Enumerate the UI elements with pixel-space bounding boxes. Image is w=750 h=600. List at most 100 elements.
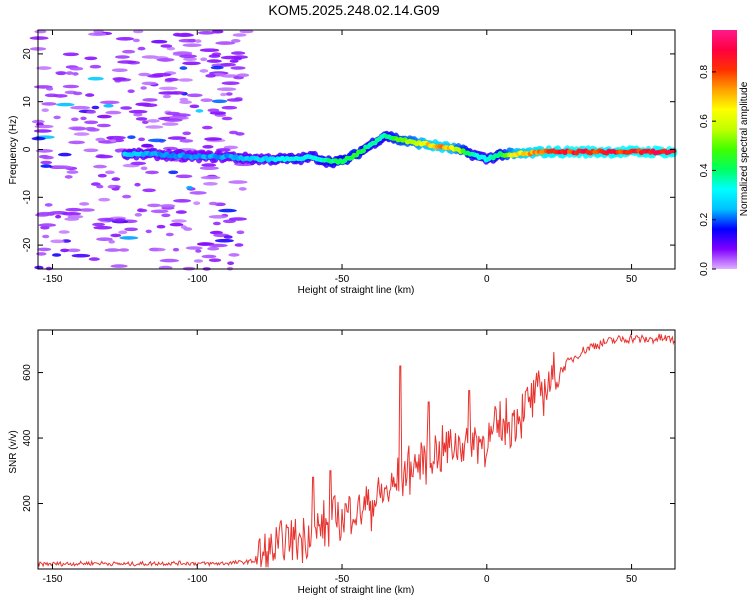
spectrogram-noise-cell (71, 253, 91, 258)
spectrogram-noise-cell (65, 207, 82, 212)
spectrogram-noise-cell (220, 62, 236, 67)
spectrogram-noise-cell (83, 148, 99, 153)
spectrogram-noise-cell (93, 164, 107, 169)
spectrogram-noise-cell (200, 57, 208, 62)
x-tick-label: 0 (484, 274, 490, 285)
spectrogram-ridge-cell (360, 148, 366, 154)
spectrogram-noise-cell (52, 253, 62, 257)
spectrogram-noise-cell (107, 136, 114, 140)
spectrogram-noise-cell (238, 187, 247, 191)
spectrogram-noise-cell (203, 182, 218, 186)
spectrogram-noise-cell (165, 111, 181, 116)
spectrogram-noise-cell (202, 125, 213, 130)
spectrogram-noise-cell (70, 105, 91, 110)
spectrogram-noise-cell (179, 97, 189, 102)
spectrogram-y-ticks: -20 -10 0 10 20 (22, 48, 675, 252)
spectrogram-noise-cell (147, 119, 160, 123)
spectrogram-noise-cell (164, 118, 183, 122)
y-tick-label: -20 (22, 237, 33, 252)
spectrogram-noise-cell (89, 64, 102, 69)
spectrogram-noise-cell (120, 106, 132, 110)
spectrogram-noise-cell (119, 236, 139, 240)
spectrogram-noise-cell (186, 93, 203, 98)
spectrogram-noise-cell (171, 219, 187, 223)
spectrogram-noise-cell (173, 199, 192, 203)
spectrogram-noise-cell (78, 208, 95, 212)
spectrogram-noise-cell (175, 174, 193, 179)
spectrogram-noise-cell (40, 160, 53, 165)
spectrogram-noise-cell (104, 248, 121, 252)
spectrogram-noise-cell (86, 128, 100, 132)
spectrogram-noise-cell (96, 123, 111, 128)
spectrogram-noise-cell (34, 124, 54, 129)
spectrogram-noise-cell (110, 264, 128, 268)
spectrogram-noise-cell (34, 29, 47, 34)
spectrogram-noise-cell (138, 137, 146, 142)
spectrogram-noise-cell (228, 217, 247, 221)
spectrogram-y-label: Frequency (Hz) (8, 116, 19, 185)
spectrogram-noise-cell (98, 197, 111, 202)
spectrogram-noise-cell (147, 138, 167, 143)
y-tick-label: 200 (22, 495, 33, 512)
spectrogram-x-label: Height of straight line (km) (298, 285, 415, 296)
spectrogram-noise-cell (140, 86, 147, 90)
spectrogram-noise-cell (199, 48, 220, 52)
spectrogram-noise-cell (221, 116, 233, 121)
spectrogram-noise-cell (95, 137, 106, 142)
spectrogram-noise-cell (199, 69, 209, 73)
x-tick-label: -50 (335, 274, 350, 285)
spectrogram-noise-cell (135, 117, 148, 121)
spectrogram-noise-cell (112, 77, 127, 81)
spectrogram-noise-cell (103, 104, 114, 108)
spectrogram-noise-cell (206, 59, 222, 63)
spectrogram-noise-cell (69, 66, 84, 71)
spectrogram-noise-cell (228, 130, 239, 135)
spectrogram-noise-cell (88, 32, 107, 36)
spectrogram-noise-cell (156, 58, 175, 62)
y-tick-label: -10 (22, 190, 33, 205)
spectrogram-noise-cell (87, 76, 104, 81)
spectrogram-noise-cell (66, 248, 81, 253)
spectrogram-noise-cell (145, 125, 164, 129)
spectrogram-noise-cell (195, 249, 202, 253)
spectrogram-noise-cell (211, 99, 228, 104)
spectrogram-noise-cell (215, 41, 236, 45)
spectrogram-noise-cell (60, 248, 70, 253)
spectrogram-noise-cell (179, 139, 194, 143)
spectrogram-noise-cell (236, 230, 245, 235)
x-tick-label: -50 (335, 574, 350, 585)
spectrogram-noise-cell (229, 59, 239, 63)
spectrogram-noise-cell (118, 230, 128, 235)
spectrogram-noise-cell (111, 68, 128, 72)
spectrogram-noise-cell (56, 102, 75, 107)
spectrogram-noise-cell (34, 265, 44, 270)
x-tick-label: 50 (626, 274, 638, 285)
spectrogram-noise-cell (85, 93, 95, 97)
spectrogram-noise-cell (218, 208, 237, 213)
colorbar-tick-label: 0.0 (699, 262, 710, 276)
spectrogram-noise-cell (193, 259, 203, 263)
spectrogram-noise-cell (223, 235, 233, 239)
spectrogram-noise-cell (239, 29, 254, 34)
spectrogram-noise-cell (124, 227, 138, 232)
spectrogram-noise-cell (97, 217, 115, 222)
spectrogram-noise-cell (132, 38, 140, 43)
spectrogram-noise-cell (50, 239, 65, 244)
spectrogram-noise-cell (36, 66, 52, 70)
spectrogram-noise-cell (168, 91, 186, 95)
spectrogram-noise-cell (207, 246, 220, 251)
spectrogram-noise-cell (53, 94, 68, 98)
spectrogram-noise-cell (167, 136, 187, 140)
spectrogram-noise-cell (172, 51, 193, 55)
spectrogram-noise-cell (134, 182, 141, 187)
spectrogram-noise-cell (220, 92, 227, 97)
spectrogram-noise-cell (208, 201, 218, 206)
spectrogram-noise-cell (200, 98, 213, 102)
spectrogram-x-ticks: -150 -100 -50 0 50 (42, 30, 638, 285)
spectrogram-noise-cell (95, 154, 114, 159)
spectrogram-noise-cell (133, 112, 143, 117)
spectrogram-noise-cell (107, 184, 116, 189)
spectrogram-noise-cell (127, 89, 135, 93)
spectrogram-noise-cell (230, 66, 246, 70)
